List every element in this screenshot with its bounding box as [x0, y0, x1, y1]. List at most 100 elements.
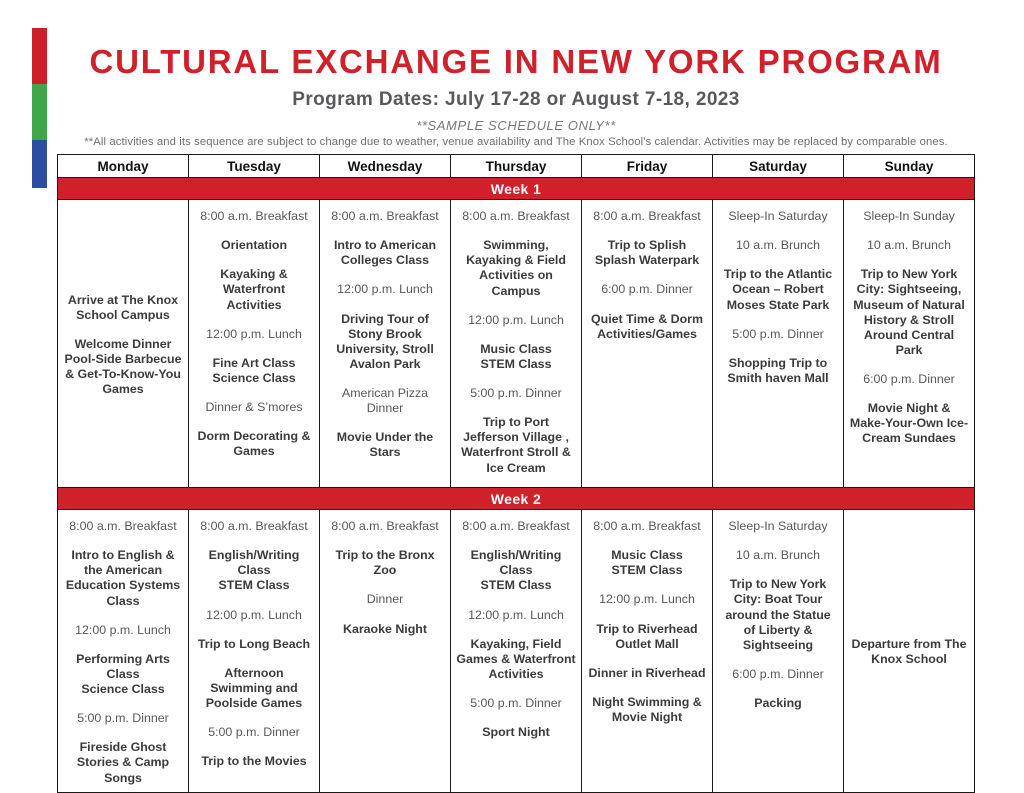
schedule-item: 8:00 a.m. Breakfast [331, 519, 439, 533]
schedule-item: 10 a.m. Brunch [735, 548, 821, 563]
schedule-cell-saturday-week1: Sleep-In Saturday 10 a.m. Brunch Trip to t… [712, 199, 844, 488]
schedule-cell-thursday-week2: 8:00 a.m. Breakfast English/Writing Class… [450, 509, 582, 793]
schedule-item: Sleep-In Saturday [728, 519, 828, 533]
day-header-wednesday: Wednesday [319, 154, 451, 178]
schedule-item: Intro to American Colleges Class [333, 238, 437, 268]
schedule-item: 8:00 a.m. Breakfast [331, 209, 439, 223]
schedule-item: 10 a.m. Brunch [866, 238, 952, 253]
schedule-item: Dinner [366, 592, 404, 607]
schedule-item: Trip to Splish Splash Waterpark [594, 238, 700, 268]
schedule-cell-friday-week2: 8:00 a.m. Breakfast Music Class STEM Clas… [581, 509, 713, 793]
schedule-cell-sunday-week2: Departure from The Knox School [843, 509, 975, 793]
schedule-item: 12:00 p.m. Lunch [468, 607, 564, 622]
schedule-item: 5:00 p.m. Dinner [470, 386, 562, 400]
schedule-item: Departure from The Knox School [851, 637, 967, 667]
schedule-item: 8:00 a.m. Breakfast [462, 209, 570, 223]
schedule-item: Trip to Long Beach [197, 636, 311, 651]
schedule-item: American Pizza Dinner [341, 386, 429, 416]
schedule-item: 12:00 p.m. Lunch [337, 282, 433, 297]
schedule-cell-sunday-week1: Sleep-In Sunday 10 a.m. Brunch Trip to New… [843, 199, 975, 488]
schedule-item: Trip to New York City: Boat Tour around … [725, 577, 831, 652]
schedule-item: 8:00 a.m. Breakfast [200, 209, 308, 223]
schedule-item: Driving Tour of Stony Brook University, … [336, 311, 434, 371]
schedule-item: 10 a.m. Brunch [735, 238, 821, 253]
schedule-cell-wednesday-week2: 8:00 a.m. Breakfast Trip to the Bronx Zoo… [319, 509, 451, 793]
schedule-cell-tuesday-week1: 8:00 a.m. Breakfast Orientation Kayaking &… [188, 199, 320, 488]
schedule-item: Music Class STEM Class [480, 341, 552, 371]
day-header-saturday: Saturday [712, 154, 844, 178]
schedule-item: Quiet Time & Dorm Activities/Games [591, 311, 703, 341]
schedule-item: Dinner in Riverhead [588, 665, 706, 680]
accent-bars [32, 28, 47, 188]
schedule-item: Afternoon Swimming and Poolside Games [205, 665, 303, 710]
schedule-item: Movie Under the Stars [336, 430, 434, 460]
accent-bar-red [32, 28, 47, 84]
schedule-item: Shopping Trip to Smith haven Mall [727, 355, 829, 385]
schedule-cell-thursday-week1: 8:00 a.m. Breakfast Swimming, Kayaking & … [450, 199, 582, 488]
sample-schedule-note: **SAMPLE SCHEDULE ONLY** [416, 118, 616, 134]
schedule-item: Sleep-In Sunday [863, 209, 955, 223]
schedule-item: 12:00 p.m. Lunch [206, 607, 302, 622]
schedule-item: Karaoke Night [343, 621, 427, 636]
week-banner-label: Week 1 [57, 177, 975, 200]
schedule-item: 8:00 a.m. Breakfast [593, 209, 701, 223]
day-header-friday: Friday [581, 154, 713, 178]
page-title: CULTURAL EXCHANGE IN NEW YORK PROGRAM [89, 43, 943, 80]
schedule-item: English/Writing Class STEM Class [208, 548, 300, 593]
schedule-item: Fine Art Class Science Class [212, 355, 296, 385]
schedule-item: 5:00 p.m. Dinner [732, 326, 824, 341]
schedule-item: 12:00 p.m. Lunch [75, 622, 171, 637]
schedule-item: 8:00 a.m. Breakfast [462, 519, 570, 533]
schedule-item: 12:00 p.m. Lunch [468, 312, 564, 327]
schedule-item: Trip to Port Jefferson Village , Waterfr… [461, 415, 571, 475]
schedule-item: Trip to the Atlantic Ocean – Robert Mose… [723, 267, 833, 312]
schedule-item: Music Class STEM Class [611, 548, 683, 578]
schedule-item: Dinner & S’mores [205, 400, 303, 414]
schedule-item: 5:00 p.m. Dinner [470, 696, 562, 710]
schedule-item: Swimming, Kayaking & Field Activities on… [466, 238, 566, 298]
week-banner-row: Week 1 [57, 177, 975, 200]
day-header-row: Monday Tuesday Wednesday Thursday Friday Satu… [57, 154, 975, 178]
schedule-cell-tuesday-week2: 8:00 a.m. Breakfast English/Writing Class… [188, 509, 320, 793]
schedule-item: Sport Night [482, 725, 550, 740]
schedule-item: Kayaking, Field Games & Waterfront Activ… [456, 636, 576, 681]
schedule-cell-monday-week1: Arrive at The Knox School Campus Welcome … [57, 199, 189, 488]
accent-bar-blue [32, 140, 47, 188]
schedule-item: Packing [754, 696, 802, 710]
schedule-item: 12:00 p.m. Lunch [206, 326, 302, 341]
schedule-item: Kayaking & Waterfront Activities [220, 267, 288, 312]
schedule-item: 6:00 p.m. Dinner [863, 372, 955, 386]
schedule-item: 8:00 a.m. Breakfast [200, 519, 308, 533]
week-banner-label: Week 2 [57, 487, 975, 510]
schedule-item: Welcome Dinner Pool-Side Barbecue & Get-… [64, 336, 182, 397]
schedule-item: Intro to English & the American Educatio… [65, 548, 181, 608]
schedule-item: 5:00 p.m. Dinner [208, 725, 300, 740]
schedule-item: Performing Arts Class Science Class [76, 651, 170, 696]
schedule-item: 6:00 p.m. Dinner [732, 666, 824, 681]
schedule-item: Sleep-In Saturday [728, 209, 828, 223]
schedule-item: Night Swimming & Movie Night [592, 694, 702, 724]
program-dates: Program Dates: July 17-28 or August 7-18… [292, 89, 740, 111]
schedule-item: Dorm Decorating & Games [197, 429, 311, 459]
schedule-item: Trip to the Movies [201, 754, 307, 769]
schedule-table: Monday Tuesday Wednesday Thursday Friday Satu… [57, 154, 975, 793]
schedule-cell-wednesday-week1: 8:00 a.m. Breakfast Intro to American Col… [319, 199, 451, 488]
schedule-cell-saturday-week2: Sleep-In Saturday 10 a.m. Brunch Trip to N… [712, 509, 844, 793]
schedule-item: English/Writing Class STEM Class [470, 548, 562, 593]
schedule-item: 8:00 a.m. Breakfast [593, 519, 701, 533]
schedule-cell-friday-week1: 8:00 a.m. Breakfast Trip to Splish Splash… [581, 199, 713, 488]
disclaimer-note: **All activities and its sequence are su… [84, 136, 948, 149]
schedule-item: Movie Night & Make-Your-Own Ice-Cream Su… [849, 401, 969, 446]
schedule-item: Trip to Riverhead Outlet Mall [596, 621, 698, 651]
schedule-item: Orientation [220, 238, 288, 253]
schedule-item: Trip to the Bronx Zoo [335, 548, 435, 578]
week-content-row: Arrive at The Knox School Campus Welcome … [57, 199, 975, 488]
week-content-row: 8:00 a.m. Breakfast Intro to English & th… [57, 509, 975, 793]
schedule-item: Trip to New York City: Sightseeing, Muse… [853, 267, 965, 357]
week-banner-row: Week 2 [57, 487, 975, 510]
day-header-sunday: Sunday [843, 154, 975, 178]
day-header-tuesday: Tuesday [188, 154, 320, 178]
day-header-monday: Monday [57, 154, 189, 178]
schedule-item: 6:00 p.m. Dinner [601, 282, 693, 297]
page-header: CULTURAL EXCHANGE IN NEW YORK PROGRAM Pr… [57, 43, 975, 149]
